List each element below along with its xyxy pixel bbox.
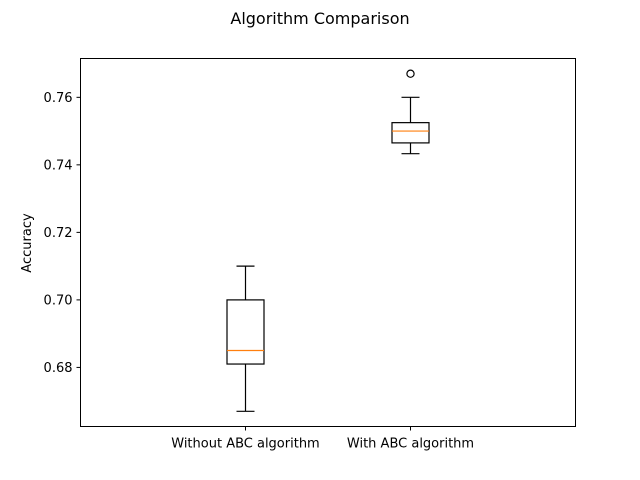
y-tick-label: 0.70 bbox=[44, 293, 73, 308]
plot-area-frame bbox=[80, 58, 576, 427]
y-tick-label: 0.76 bbox=[44, 91, 73, 106]
y-tick-label: 0.74 bbox=[44, 158, 73, 173]
y-tick-label: 0.68 bbox=[44, 361, 73, 376]
chart-title: Algorithm Comparison bbox=[230, 9, 409, 28]
y-ticks: 0.68 0.70 0.72 0.74 0.76 bbox=[44, 91, 81, 376]
box-iqr bbox=[226, 299, 265, 365]
box-group bbox=[391, 69, 430, 155]
x-tick-label: Without ABC algorithm bbox=[171, 437, 319, 452]
y-axis-label: Accuracy bbox=[20, 213, 35, 273]
y-tick-label: 0.72 bbox=[44, 226, 73, 241]
x-tick-label: With ABC algorithm bbox=[347, 437, 474, 452]
outlier-point bbox=[406, 69, 415, 78]
boxes bbox=[226, 69, 430, 412]
x-ticks: Without ABC algorithm With ABC algorithm bbox=[171, 426, 474, 452]
box-iqr bbox=[391, 122, 430, 144]
box-group bbox=[226, 265, 265, 412]
